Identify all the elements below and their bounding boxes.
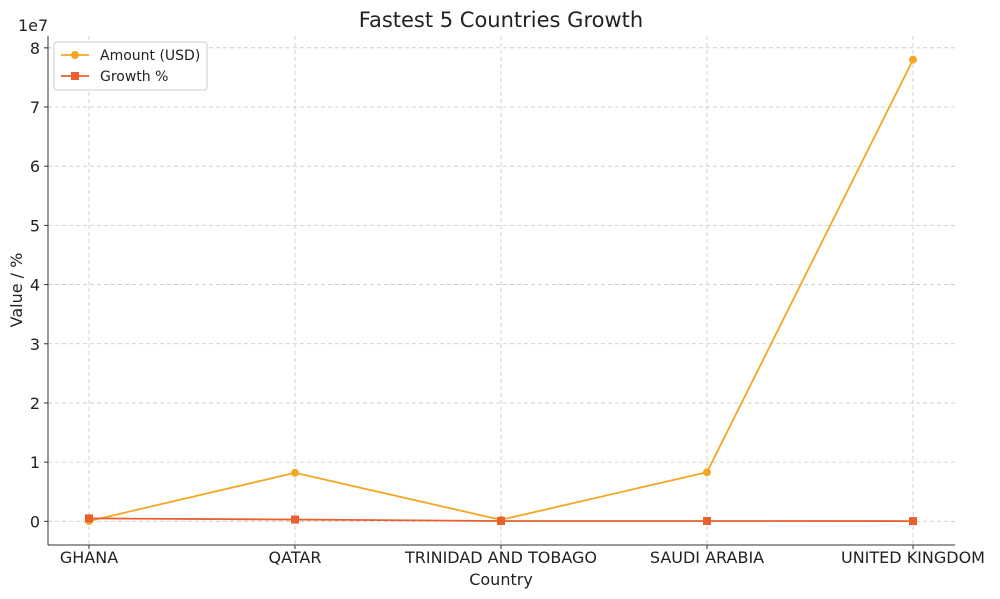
y-offset-label: 1e7 — [18, 16, 48, 35]
y-tick-label: 1 — [30, 453, 40, 472]
axes — [47, 36, 955, 546]
data-point-growth — [85, 514, 93, 523]
y-tick-label: 6 — [30, 157, 40, 176]
y-tick-label: 8 — [30, 39, 40, 58]
grid — [48, 36, 955, 545]
x-tick-label: QATAR — [269, 548, 322, 567]
x-tick-label: TRINIDAD AND TOBAGO — [404, 548, 597, 567]
y-axis-label: Value / % — [7, 253, 26, 328]
x-tick-label: GHANA — [60, 548, 118, 567]
legend-label-amount: Amount (USD) — [100, 48, 200, 64]
y-tick-label: 3 — [30, 335, 40, 354]
legend-marker-growth — [71, 72, 79, 80]
data-point-amount-usd — [703, 468, 711, 477]
y-tick-label: 7 — [30, 98, 40, 117]
data-point-amount-usd — [291, 468, 299, 477]
legend-frame — [53, 41, 208, 91]
series — [85, 55, 917, 526]
y-tick-label: 2 — [30, 394, 40, 413]
data-point-growth — [703, 516, 711, 525]
legend-label-growth: Growth % — [100, 69, 168, 85]
data-point-amount-usd — [909, 55, 917, 64]
y-tick-label: 4 — [30, 276, 40, 295]
data-point-growth — [291, 515, 299, 524]
data-point-growth — [497, 516, 505, 525]
y-tick-label: 0 — [30, 512, 40, 531]
x-axis-label: Country — [469, 570, 533, 589]
chart-title: Fastest 5 Countries Growth — [359, 8, 643, 32]
x-tick-label: UNITED KINGDOM — [841, 548, 985, 567]
legend: Amount (USD) Growth % — [53, 41, 208, 91]
x-ticks: GHANA QATAR TRINIDAD AND TOBAGO SAUDI ARABI… — [60, 545, 985, 567]
y-ticks: 0 1 2 3 4 5 6 7 8 — [30, 39, 48, 531]
x-tick-label: SAUDI ARABIA — [650, 548, 764, 567]
data-point-growth — [909, 517, 917, 526]
y-tick-label: 5 — [30, 216, 40, 235]
legend-marker-amount — [71, 51, 79, 59]
